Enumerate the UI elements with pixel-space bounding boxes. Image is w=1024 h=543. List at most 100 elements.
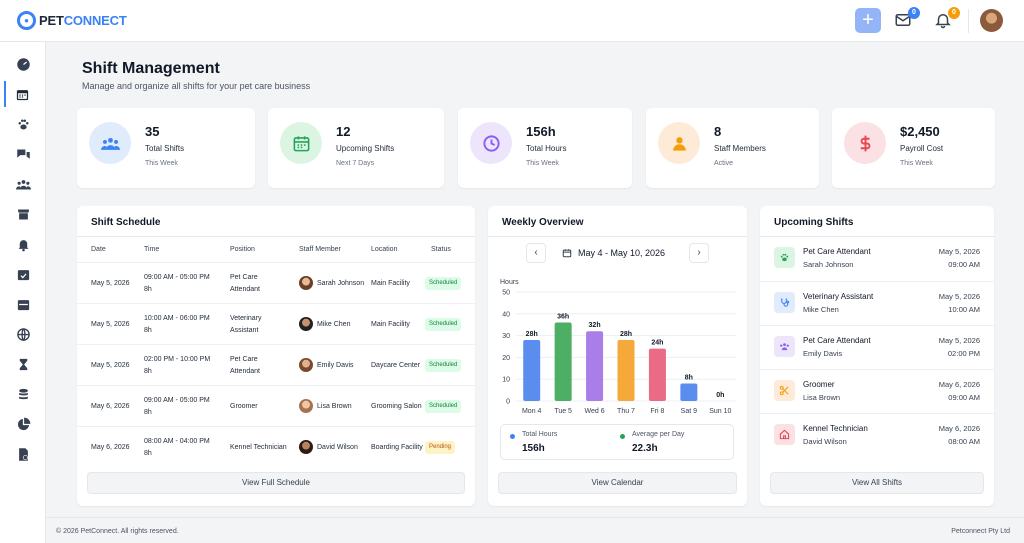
- logo[interactable]: ● PETCONNECT: [17, 11, 127, 30]
- table-row[interactable]: May 6, 2026 08:00 AM - 04:00 PM 8h Kenne…: [77, 426, 475, 467]
- top-bar: ● PETCONNECT + 0 0: [0, 0, 1024, 42]
- shift-date: May 6, 2026: [938, 380, 980, 389]
- cell-time: 09:00 AM - 05:00 PM: [144, 397, 210, 404]
- bar: [554, 322, 572, 401]
- view-full-schedule-button[interactable]: View Full Schedule: [87, 472, 465, 494]
- sidebar-item-store[interactable]: [8, 201, 38, 227]
- paw-icon: [18, 119, 28, 129]
- stat-label: Upcoming Shifts: [336, 144, 395, 153]
- notification-badge: 0: [948, 7, 960, 19]
- shift-staff: Sarah Johnson: [803, 260, 854, 269]
- cell-position-line2: Attendant: [230, 368, 260, 375]
- x-tick-label: Tue 5: [554, 408, 572, 415]
- messages-button[interactable]: 0: [894, 7, 920, 31]
- table-row[interactable]: May 6, 2026 09:00 AM - 05:00 PM 8h Groom…: [77, 385, 475, 426]
- sidebar-item-calendar[interactable]: [8, 291, 38, 317]
- prev-week-button[interactable]: ‹: [526, 243, 546, 263]
- shift-date: May 5, 2026: [938, 292, 980, 301]
- list-item[interactable]: Pet Care Attendant Emily Davis May 5, 20…: [760, 325, 994, 369]
- sidebar-item-tasks[interactable]: [8, 261, 38, 287]
- status-badge: Scheduled: [425, 277, 462, 290]
- y-tick-label: 30: [502, 333, 510, 340]
- pie-chart-icon: [17, 417, 30, 430]
- sidebar-item-alerts[interactable]: [8, 231, 38, 257]
- clock-icon: [470, 122, 512, 164]
- notifications-button[interactable]: 0: [934, 7, 960, 31]
- cell-location: Grooming Salon: [371, 403, 422, 410]
- users-icon: [774, 336, 795, 357]
- weekly-overview-panel: Weekly Overview ‹ May 4 - May 10, 2026 ›…: [488, 206, 747, 506]
- footer: © 2026 PetConnect. All rights reserved. …: [46, 517, 1024, 543]
- shift-date: May 5, 2026: [938, 336, 980, 345]
- sidebar-item-pets[interactable]: [8, 111, 38, 137]
- shift-role: Pet Care Attendant: [803, 247, 871, 256]
- view-all-shifts-button[interactable]: View All Shifts: [770, 472, 984, 494]
- y-tick-label: 10: [502, 377, 510, 384]
- person-icon: [658, 122, 700, 164]
- avatar: [299, 317, 313, 331]
- stat-value: $2,450: [900, 124, 940, 139]
- stat-label: Payroll Cost: [900, 144, 944, 153]
- bar: [680, 383, 698, 401]
- stat-label: Total Shifts: [145, 144, 185, 153]
- sidebar-item-dashboard[interactable]: [8, 51, 38, 77]
- cell-position: Pet Care: [230, 356, 258, 363]
- sidebar-item-reports[interactable]: [8, 411, 38, 437]
- sidebar-item-messages[interactable]: [8, 141, 38, 167]
- sidebar-item-timesheets[interactable]: [8, 351, 38, 377]
- bar: [523, 339, 541, 401]
- list-item[interactable]: Kennel Technician David Wilson May 6, 20…: [760, 413, 994, 457]
- list-item[interactable]: Pet Care Attendant Sarah Johnson May 5, …: [760, 237, 994, 281]
- add-button[interactable]: +: [855, 8, 881, 33]
- user-avatar[interactable]: [980, 9, 1003, 32]
- stat-card-total-shifts: 35 Total Shifts This Week: [77, 108, 255, 188]
- column-header-position: Position: [230, 246, 255, 253]
- cell-date: May 6, 2026: [91, 403, 130, 410]
- paw-icon: [774, 247, 795, 268]
- shift-time: 09:00 AM: [948, 260, 980, 269]
- avatar: [299, 440, 313, 454]
- panel-divider: [488, 236, 747, 237]
- table-row[interactable]: May 5, 2026 09:00 AM - 05:00 PM 8h Pet C…: [77, 262, 475, 303]
- sidebar-item-staff[interactable]: [8, 171, 38, 197]
- view-calendar-button[interactable]: View Calendar: [498, 472, 737, 494]
- stat-card-payroll-cost: $2,450 Payroll Cost This Week: [832, 108, 995, 188]
- x-tick-label: Thu 7: [617, 408, 635, 415]
- shift-staff: Lisa Brown: [803, 393, 841, 402]
- stat-card-staff-members: 8 Staff Members Active: [646, 108, 819, 188]
- shift-date: May 5, 2026: [938, 247, 980, 256]
- sidebar-item-shifts[interactable]: [4, 81, 38, 107]
- cell-time: 09:00 AM - 05:00 PM: [144, 274, 210, 281]
- table-row[interactable]: May 5, 2026 10:00 AM - 06:00 PM 8h Veter…: [77, 303, 475, 344]
- stat-subtext: This Week: [526, 160, 559, 167]
- cell-location: Boarding Facility: [371, 444, 423, 451]
- bar: [617, 339, 635, 401]
- calendar-check-icon: [17, 269, 29, 280]
- shift-role: Pet Care Attendant: [803, 336, 871, 345]
- company-name: Petconnect Pty Ltd: [951, 528, 1010, 535]
- y-tick-label: 50: [502, 290, 510, 297]
- panel-divider: [760, 236, 994, 237]
- next-week-button[interactable]: ›: [689, 243, 709, 263]
- x-tick-label: Wed 6: [585, 408, 605, 415]
- calendar-alt-icon: [17, 299, 29, 310]
- column-header-staff: Staff Member: [299, 246, 341, 253]
- cell-hours: 8h: [144, 368, 152, 375]
- shift-role: Kennel Technician: [803, 424, 868, 433]
- list-item[interactable]: Veterinary Assistant Mike Chen May 5, 20…: [760, 281, 994, 325]
- sidebar-item-finance[interactable]: [8, 381, 38, 407]
- shift-date: May 6, 2026: [938, 424, 980, 433]
- cell-date: May 5, 2026: [91, 280, 130, 287]
- list-item[interactable]: Groomer Lisa Brown May 6, 2026 09:00 AM: [760, 369, 994, 413]
- shift-time: 02:00 PM: [947, 349, 980, 358]
- table-row[interactable]: May 5, 2026 02:00 PM - 10:00 PM 8h Pet C…: [77, 344, 475, 385]
- stat-label: Staff Members: [714, 144, 766, 153]
- bar: [586, 331, 604, 401]
- sidebar-item-invoices[interactable]: [8, 441, 38, 467]
- cell-position: Groomer: [230, 403, 258, 410]
- avatar: [299, 399, 313, 413]
- sidebar-item-web[interactable]: [8, 321, 38, 347]
- bar: [648, 348, 666, 401]
- paw-logo-icon: ●: [17, 11, 36, 30]
- average-value: 22.3h: [632, 443, 658, 454]
